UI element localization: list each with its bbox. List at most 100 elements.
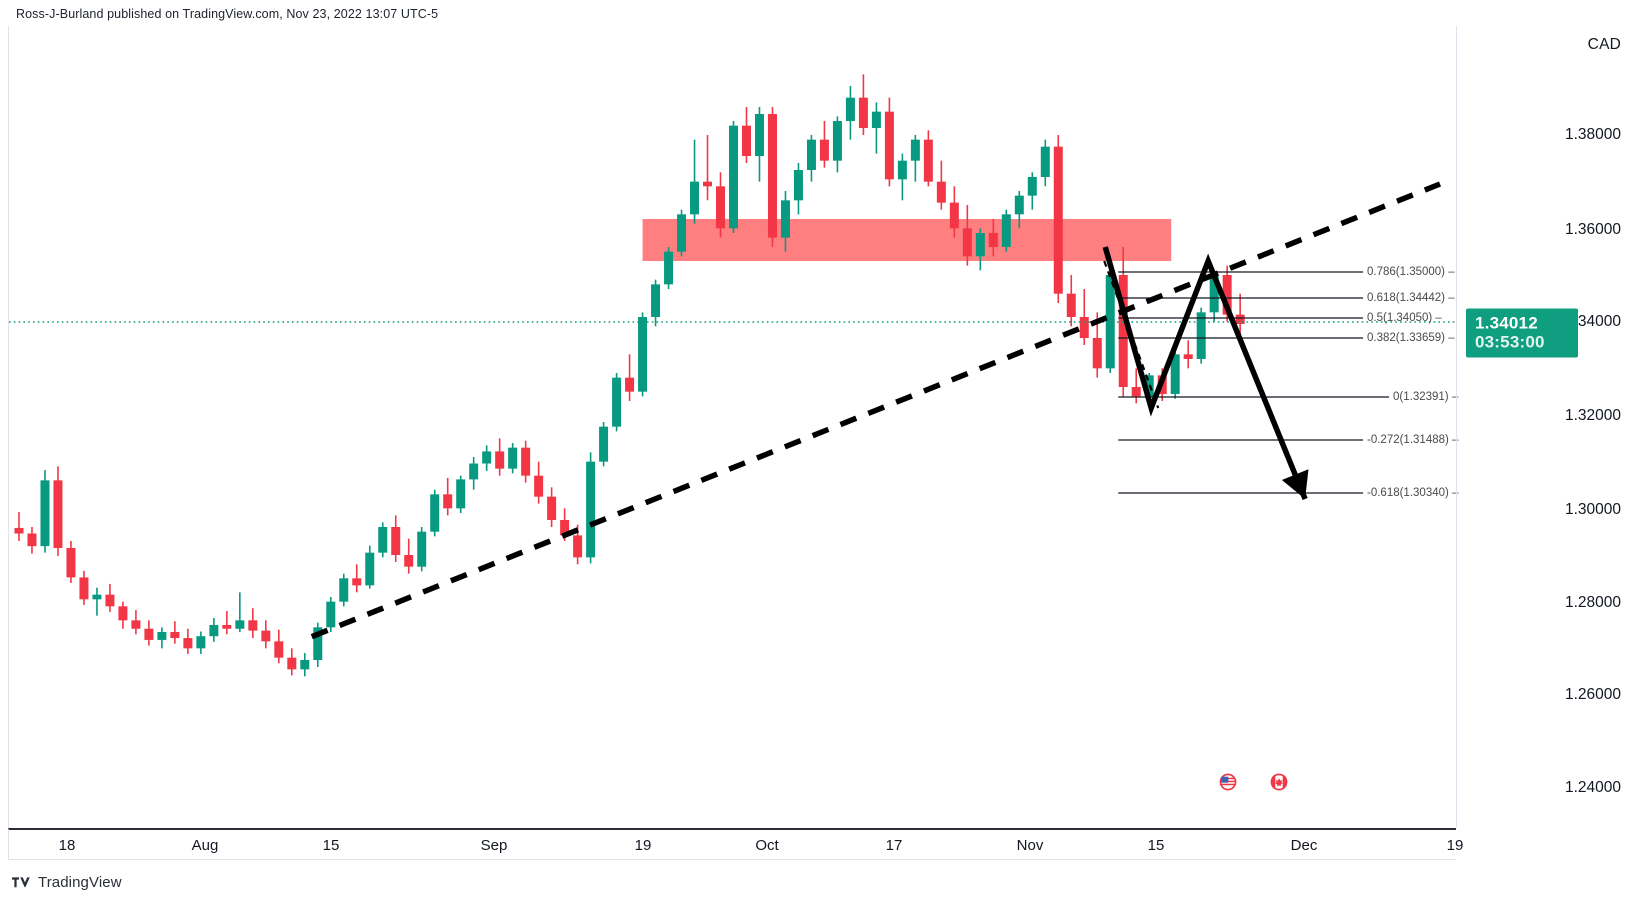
candle-body	[729, 125, 738, 229]
candlestick-plot-svg	[9, 74, 1456, 677]
time-axis-tick: Oct	[755, 837, 779, 854]
time-axis-tick: Nov	[1016, 837, 1044, 854]
fibonacci-level-label: -0.618(1.30340) –	[1367, 487, 1459, 499]
candle-body	[884, 111, 894, 180]
candle-body	[66, 548, 76, 578]
candle-body	[274, 641, 284, 658]
candle-body	[625, 377, 635, 392]
time-axis[interactable]: 18 Aug 15 Sep 19 Oct 17 Nov 15 Dec 19	[8, 828, 1463, 860]
candle-body	[547, 496, 557, 520]
price-axis-tick: 1.28000	[1564, 594, 1621, 611]
candle-body	[962, 228, 972, 257]
candle-body	[716, 186, 726, 229]
candle-body	[365, 552, 375, 586]
time-axis-tick: 15	[322, 837, 340, 854]
candle-body	[988, 233, 998, 247]
candle-body	[1209, 275, 1219, 313]
candle-body	[92, 594, 102, 600]
fibonacci-level-label: 0.786(1.35000) –	[1367, 266, 1455, 278]
candle-body	[378, 527, 388, 553]
fibonacci-level-label: 0.5(1.34050) –	[1367, 312, 1442, 324]
candle-body	[690, 181, 700, 215]
currency-label: CAD	[1587, 36, 1621, 53]
price-axis-tick: 1.24000	[1564, 779, 1621, 796]
ascending-support-trendline[interactable]	[310, 181, 1442, 640]
current-price-value: 1.34012	[1475, 313, 1538, 333]
candle-body	[871, 111, 881, 128]
time-axis-tick: Aug	[191, 837, 219, 854]
time-axis-tick: 18	[58, 837, 76, 854]
candle-body	[1222, 275, 1232, 315]
candle-body	[495, 451, 505, 469]
candle-body	[469, 463, 479, 480]
candle-body	[1131, 387, 1141, 397]
candle-body	[534, 475, 544, 497]
candle-body	[118, 606, 128, 621]
candle-body	[300, 660, 310, 670]
candle-body	[586, 461, 596, 558]
price-projection-path[interactable]	[1102, 246, 1308, 501]
candle-body	[651, 284, 661, 317]
projection-arrowhead-icon	[1281, 469, 1309, 499]
candle-body	[1001, 214, 1011, 247]
candle-body	[1170, 354, 1180, 394]
tradingview-logo-icon	[12, 877, 30, 888]
canada-economic-event-flag[interactable]	[1270, 773, 1288, 791]
candle-body	[910, 139, 920, 161]
price-axis-tick: 1.32000	[1564, 407, 1621, 424]
candle-body	[1183, 354, 1193, 359]
candle-body	[638, 317, 648, 392]
candle-body	[1079, 317, 1089, 338]
candle-body	[897, 160, 907, 180]
candle-body	[40, 480, 50, 547]
candle-body	[975, 233, 985, 257]
candle-body	[936, 181, 946, 203]
candle-body	[1118, 275, 1128, 387]
publisher-attribution: Ross-J-Burland published on TradingView.…	[16, 7, 439, 21]
candle-body	[417, 531, 427, 567]
candle-body	[456, 479, 466, 509]
candle-body	[1027, 177, 1037, 196]
candle-body	[754, 114, 764, 156]
candle-body	[1040, 146, 1050, 177]
candle-body	[858, 97, 868, 128]
candle-body	[430, 494, 440, 532]
price-axis-tick: 1.30000	[1564, 501, 1621, 518]
candle-body	[1235, 314, 1245, 324]
time-axis-tick: 19	[1446, 837, 1464, 854]
time-axis-tick: 19	[634, 837, 652, 854]
bar-countdown-timer: 03:53:00	[1475, 332, 1545, 352]
candle-body	[482, 451, 492, 464]
price-axis[interactable]: CAD 1.38000 1.36000 1.34000 1.32000 1.30000 1…	[1456, 26, 1633, 828]
candle-body	[287, 657, 297, 670]
candle-body	[806, 139, 816, 170]
candle-body	[1092, 338, 1102, 369]
candle-body	[131, 620, 141, 629]
candle-body	[1105, 275, 1115, 369]
candle-body	[313, 627, 323, 660]
tradingview-wordmark: TradingView	[38, 874, 122, 891]
candle-body	[741, 125, 751, 156]
us-economic-event-flag[interactable]	[1219, 773, 1237, 791]
time-axis-tick: Sep	[480, 837, 508, 854]
time-axis-tick: 17	[885, 837, 903, 854]
candle-body	[183, 638, 193, 649]
candle-body	[352, 578, 362, 586]
candle-body	[170, 632, 180, 639]
time-axis-tick: Dec	[1290, 837, 1318, 854]
candle-body	[79, 577, 89, 600]
candle-body	[923, 139, 933, 182]
current-price-badge: 1.34012 03:53:00	[1466, 308, 1578, 358]
candle-body	[1066, 293, 1076, 317]
candle-body	[1014, 195, 1024, 215]
candle-body	[14, 527, 24, 534]
time-axis-tick: 15	[1147, 837, 1165, 854]
candle-body	[612, 377, 622, 427]
candle-body	[235, 620, 245, 629]
fibonacci-level-label: 0(1.32391) –	[1393, 391, 1459, 403]
candle-body	[144, 628, 154, 640]
candle-body	[573, 535, 583, 558]
candle-body	[949, 202, 959, 229]
chart-plot-area[interactable]	[8, 26, 1456, 828]
